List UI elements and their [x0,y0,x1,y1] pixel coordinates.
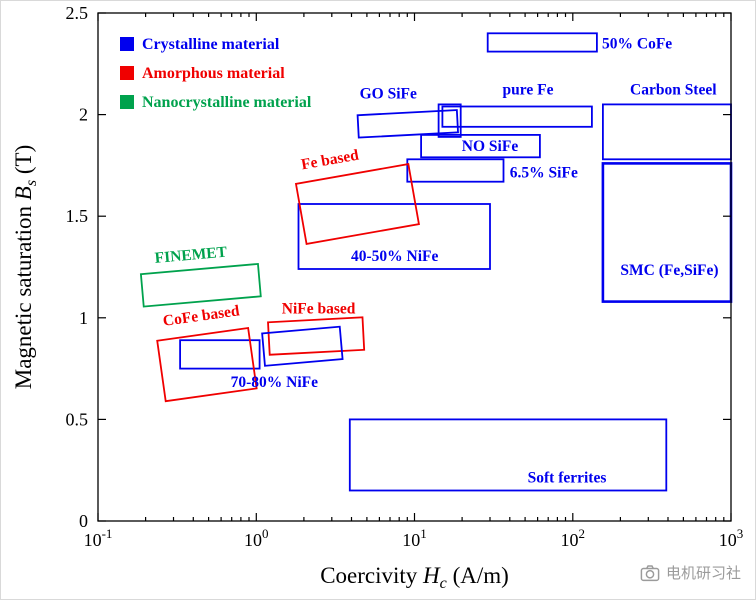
x-tick-exponent: 3 [737,526,744,541]
label-fe-based: Fe based [300,147,361,174]
label-50-cofe: 50% CoFe [602,36,672,53]
watermark: 电机研习社 [640,562,741,583]
legend-swatch-crystalline [120,37,134,51]
x-tick-exponent: 2 [579,526,586,541]
region-soft-ferrites [348,418,668,492]
label-no-sife: NO SiFe [462,138,519,155]
axis-label-part: Coercivity [320,563,423,588]
region-smc-fe-sife [601,162,733,303]
x-tick-base: 10 [84,530,102,550]
x-tick-base: 10 [402,530,420,550]
region-carbon-steel [602,103,732,161]
y-tick-label: 2 [79,105,88,125]
axis-label-part: (T) [11,145,36,180]
x-tick-exponent: -1 [102,526,113,541]
region-nife-based [267,316,366,356]
x-tick-label: 103 [719,526,744,550]
label-65-sife: 6.5% SiFe [510,165,578,182]
x-tick-label: 101 [402,526,427,550]
axis-label-part: B [11,186,36,200]
legend-swatch-amorphous [120,66,134,80]
label-carbon-steel: Carbon Steel [630,81,717,98]
x-tick-label: 100 [244,526,268,550]
region-no-sife [420,133,541,159]
label-pure-fe: pure Fe [503,81,554,98]
legend-label-nanocrystalline: Nanocrystalline material [142,94,312,111]
x-tick-base: 10 [719,530,737,550]
camera-icon [640,564,660,581]
x-tick-label: 102 [561,526,586,550]
x-axis-label: Coercivity Hc (A/m) [320,563,509,592]
axis-label-part: s [23,180,40,186]
y-tick-label: 1.5 [66,206,89,226]
axis-label-part: c [440,575,447,592]
legend-swatch-nanocrystalline [120,95,134,109]
axis-label-part: H [422,563,441,588]
region-70-80-nife-b [261,325,344,367]
legend-label-crystalline: Crystalline material [142,36,280,53]
y-axis-label: Magnetic saturation Bs (T) [11,145,40,390]
label-70-80-nife: 70-80% NiFe [231,374,319,391]
axis-label-part: (A/m) [447,563,509,588]
watermark-text: 电机研习社 [665,565,741,582]
y-tick-label: 1 [79,308,88,328]
region-40-50-nife [297,203,491,270]
label-40-50-nife: 40-50% NiFe [351,248,439,265]
label-finemet: FINEMET [154,244,228,267]
region-70-80-nife-a [179,339,261,370]
label-nife-based: NiFe based [282,301,356,318]
region-cofe-based [156,326,258,403]
label-soft-ferrites: Soft ferrites [528,469,607,486]
x-tick-exponent: 0 [262,526,269,541]
x-tick-base: 10 [561,530,579,550]
region-fe-based [294,163,420,245]
region-go-sife [356,109,459,139]
region-finemet [139,262,262,308]
label-cofe-based: CoFe based [162,302,241,330]
x-tick-label: 10-1 [84,526,113,550]
legend-label-amorphous: Amorphous material [142,65,285,82]
y-tick-label: 0 [79,511,88,531]
axis-label-part: Magnetic saturation [11,200,36,389]
y-tick-label: 2.5 [66,3,89,23]
region-go-sife-inner [437,103,462,138]
region-pure-fe [441,105,593,128]
region-65-sife [406,158,505,183]
label-smc-fe-sife: SMC (Fe,SiFe) [620,262,718,279]
x-tick-base: 10 [244,530,262,550]
label-go-sife: GO SiFe [360,85,417,102]
x-tick-exponent: 1 [420,526,427,541]
region-50-cofe [486,32,598,53]
y-tick-label: 0.5 [66,409,89,429]
